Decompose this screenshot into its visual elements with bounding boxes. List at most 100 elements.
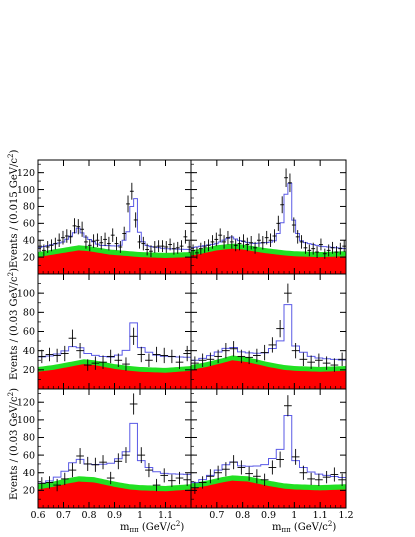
data-point bbox=[91, 356, 100, 370]
x-tick-label-right: 1.2 bbox=[338, 510, 353, 521]
data-point bbox=[284, 395, 292, 417]
data-point bbox=[122, 226, 127, 241]
data-point bbox=[299, 465, 308, 480]
y-tick-label: 20 bbox=[23, 252, 35, 263]
data-point bbox=[145, 243, 150, 256]
panel-5 bbox=[38, 393, 191, 508]
x-tick-label-right: 0.9 bbox=[261, 510, 276, 521]
data-point bbox=[91, 234, 96, 248]
data-point bbox=[214, 232, 219, 247]
data-point bbox=[291, 343, 300, 359]
data-point bbox=[276, 451, 284, 468]
data-point bbox=[152, 478, 161, 492]
data-point bbox=[322, 356, 331, 370]
y-tick-label: 20 bbox=[23, 365, 35, 376]
data-point bbox=[264, 230, 269, 245]
data-point bbox=[129, 393, 138, 415]
data-point bbox=[268, 460, 277, 475]
data-point bbox=[168, 474, 176, 487]
data-point bbox=[183, 230, 188, 244]
data-point bbox=[272, 229, 277, 243]
data-point bbox=[326, 244, 331, 257]
x-tick-label-left: 1 bbox=[137, 510, 143, 521]
fit-histogram bbox=[191, 304, 346, 361]
data-point bbox=[160, 468, 169, 483]
data-point bbox=[276, 320, 284, 338]
data-point bbox=[53, 478, 61, 492]
data-point bbox=[268, 233, 273, 247]
data-point bbox=[229, 455, 238, 470]
data-point bbox=[253, 241, 258, 254]
data-point bbox=[141, 236, 146, 251]
background-component-red bbox=[38, 250, 191, 274]
data-point bbox=[156, 240, 161, 253]
data-point bbox=[191, 481, 199, 494]
data-point bbox=[330, 358, 339, 372]
data-point bbox=[118, 241, 123, 253]
data-point bbox=[233, 239, 238, 252]
data-point bbox=[276, 215, 281, 231]
data-point bbox=[114, 236, 119, 251]
data-point bbox=[137, 447, 146, 464]
data-point bbox=[149, 245, 153, 258]
x-tick-label-right: 1.1 bbox=[313, 510, 328, 521]
data-point bbox=[179, 240, 184, 253]
data-point bbox=[114, 453, 123, 470]
data-point bbox=[64, 229, 69, 243]
data-point bbox=[72, 218, 77, 234]
data-point bbox=[137, 346, 146, 363]
data-point bbox=[198, 353, 207, 367]
data-point bbox=[84, 235, 88, 249]
data-point bbox=[187, 241, 192, 253]
data-point bbox=[291, 448, 300, 465]
data-point bbox=[110, 228, 115, 242]
data-point bbox=[315, 246, 320, 258]
data-point bbox=[76, 343, 84, 359]
data-point bbox=[106, 471, 115, 485]
x-tick-label-left: 0.6 bbox=[30, 510, 45, 521]
data-point bbox=[45, 241, 50, 253]
background-component-red bbox=[191, 360, 346, 389]
data-point bbox=[307, 472, 315, 486]
panel-4 bbox=[191, 283, 346, 389]
data-point bbox=[245, 237, 250, 252]
data-point bbox=[249, 236, 254, 250]
fit-histogram bbox=[38, 322, 191, 358]
data-point bbox=[319, 238, 323, 251]
data-point bbox=[253, 469, 261, 484]
data-point bbox=[38, 477, 46, 490]
data-point bbox=[164, 241, 169, 253]
data-point bbox=[106, 236, 111, 251]
y-tick-label: 100 bbox=[17, 288, 35, 299]
data-point bbox=[260, 473, 269, 486]
panel-3 bbox=[38, 322, 191, 389]
data-point bbox=[245, 466, 253, 481]
data-point bbox=[291, 217, 296, 233]
data-point bbox=[95, 233, 100, 247]
data-point bbox=[206, 469, 215, 484]
y-axis-title-row-1: Events / (0.015 GeV/c2) bbox=[7, 150, 20, 268]
data-point bbox=[237, 460, 246, 475]
background-component-red bbox=[38, 364, 191, 389]
data-point bbox=[126, 195, 130, 213]
data-point bbox=[83, 456, 92, 471]
data-point bbox=[206, 352, 215, 366]
data-point bbox=[229, 235, 234, 249]
data-point bbox=[342, 240, 347, 253]
data-point bbox=[315, 473, 323, 486]
y-tick-label: 100 bbox=[17, 185, 35, 196]
data-point bbox=[122, 447, 130, 464]
x-tick-labels: 0.6 0.7 0.7 0.8 0.8 0.9 0.9 1 1 1.1 1.1 1.2 bbox=[30, 510, 353, 521]
data-point bbox=[99, 355, 107, 369]
data-point bbox=[191, 356, 199, 370]
data-point bbox=[268, 337, 277, 353]
y-tick-label: 40 bbox=[23, 235, 35, 246]
x-tick-label-left: 0.9 bbox=[107, 510, 122, 521]
data-point bbox=[191, 244, 196, 257]
data-point bbox=[260, 236, 265, 250]
data-point bbox=[210, 235, 215, 249]
data-point bbox=[133, 212, 138, 228]
y-tick-label: 120 bbox=[17, 397, 35, 408]
x-tick-label-right: 0.8 bbox=[235, 510, 250, 521]
